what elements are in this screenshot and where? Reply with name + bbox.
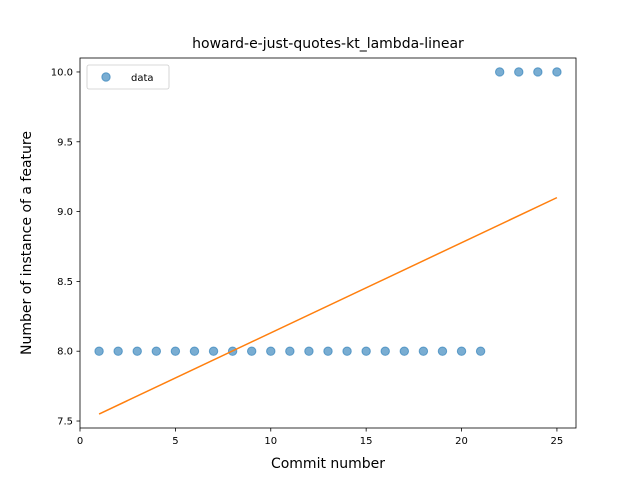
data-point (113, 346, 123, 356)
data-point (266, 346, 276, 356)
y-axis-title: Number of instance of a feature (19, 131, 35, 355)
x-tick-label: 15 (360, 436, 373, 447)
data-point (437, 346, 448, 356)
x-tick-label: 20 (455, 436, 468, 447)
x-tick-label: 25 (551, 436, 564, 447)
plot-area (94, 67, 562, 415)
axes: 0 5 10 15 20 25 7.5 8.0 8.5 9.0 9.5 10.0 (51, 57, 577, 447)
axes-frame (79, 57, 577, 429)
legend-box (86, 64, 170, 90)
data-point (246, 346, 257, 356)
data-point (323, 346, 333, 356)
data-point (304, 346, 314, 356)
data-point (533, 67, 543, 77)
y-tick-label: 9.0 (57, 207, 73, 218)
trend-line (98, 196, 558, 415)
legend-marker (101, 72, 111, 82)
data-point (552, 67, 562, 77)
data-point (456, 346, 467, 356)
data-point (475, 346, 486, 356)
chart-title: howard-e-just-quotes-kt_lambda-linear (192, 36, 464, 52)
data-point (514, 67, 524, 77)
data-point (361, 346, 371, 356)
y-tick-label: 9.5 (57, 137, 73, 148)
x-axis-title: Commit number (271, 456, 385, 472)
data-point (494, 67, 505, 77)
y-tick-label: 8.0 (57, 347, 73, 358)
data-point (151, 346, 162, 356)
data-point (189, 346, 200, 356)
x-tick-label: 10 (264, 436, 277, 447)
data-point (94, 346, 104, 356)
data-point (399, 346, 410, 356)
y-tick-label: 10.0 (51, 67, 73, 78)
x-tick-label: 0 (77, 436, 83, 447)
data-point (208, 346, 219, 356)
data-point (342, 346, 352, 356)
data-point (418, 346, 429, 356)
y-tick-label: 8.5 (57, 277, 73, 288)
y-tick-label: 7.5 (57, 417, 73, 428)
legend: data (86, 64, 170, 90)
legend-label: data (131, 73, 154, 84)
data-point (132, 346, 142, 356)
data-point (380, 346, 390, 356)
data-point (170, 346, 181, 356)
data-point (285, 346, 295, 356)
x-tick-label: 5 (172, 436, 178, 447)
